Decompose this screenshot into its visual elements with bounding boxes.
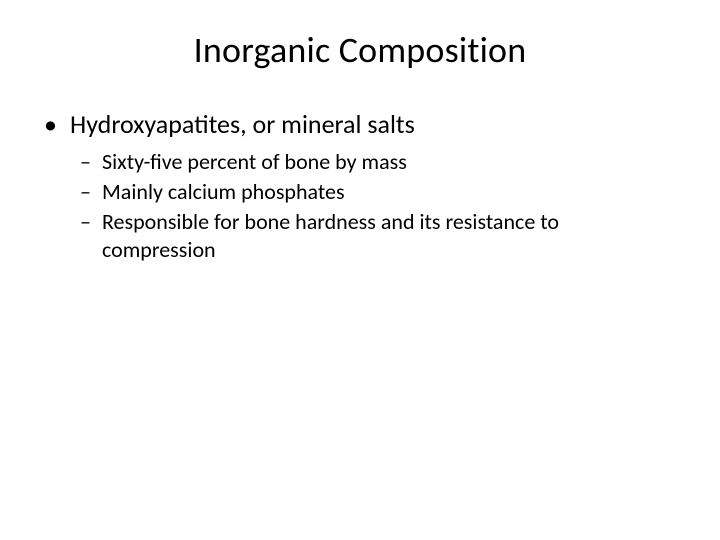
bullet-text-l2: Responsible for bone hardness and its re… xyxy=(102,208,662,264)
bullet-marker-l2: – xyxy=(80,178,94,206)
slide-content: • Hydroxyapatites, or mineral salts – Si… xyxy=(40,108,680,264)
slide-title: Inorganic Composition xyxy=(40,28,680,72)
list-item: – Mainly calcium phosphates xyxy=(80,178,680,206)
bullet-text-l2: Sixty-five percent of bone by mass xyxy=(102,148,407,176)
bullet-marker-l2: – xyxy=(80,208,94,236)
sub-list: – Sixty-five percent of bone by mass – M… xyxy=(44,148,680,264)
list-item: – Sixty-five percent of bone by mass xyxy=(80,148,680,176)
slide: Inorganic Composition • Hydroxyapatites,… xyxy=(0,0,720,540)
bullet-text-l1: Hydroxyapatites, or mineral salts xyxy=(70,108,415,140)
list-item: – Responsible for bone hardness and its … xyxy=(80,208,680,264)
bullet-marker-l2: – xyxy=(80,148,94,176)
bullet-marker-l1: • xyxy=(44,108,60,140)
list-item: • Hydroxyapatites, or mineral salts xyxy=(44,108,680,140)
bullet-text-l2: Mainly calcium phosphates xyxy=(102,178,345,206)
